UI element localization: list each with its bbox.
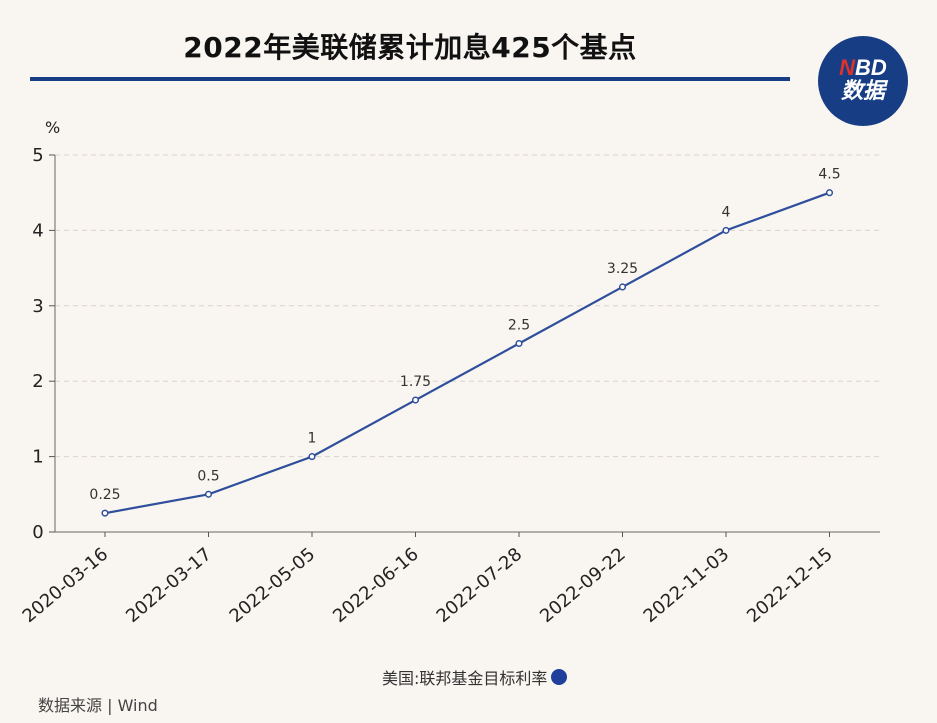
gridlines xyxy=(55,154,880,458)
data-point xyxy=(308,453,316,461)
y-tick-label: 1 xyxy=(32,447,43,468)
data-point xyxy=(204,490,213,498)
y-tick-label: 0 xyxy=(32,522,43,543)
x-tick-labels: 2020-03-16 2022-03-17 2022-05-05 2022-06-16… xyxy=(19,544,837,627)
x-tick-label: 2022-12-15 xyxy=(743,544,837,627)
y-axis-unit: % xyxy=(45,118,61,137)
axes xyxy=(49,154,880,537)
data-label: 1.75 xyxy=(400,374,431,390)
data-label: 3.25 xyxy=(607,261,638,277)
data-source: 数据来源 | Wind xyxy=(38,696,158,715)
data-label: 0.5 xyxy=(197,468,219,484)
data-label: 1 xyxy=(308,431,317,447)
x-tick-label: 2022-03-17 xyxy=(122,544,216,627)
logo-text-nbd: NBD xyxy=(839,55,887,80)
y-tick-label: 3 xyxy=(32,296,43,317)
x-tick-label: 2022-05-05 xyxy=(226,544,320,627)
data-point xyxy=(618,283,627,291)
x-tick-label: 2020-03-16 xyxy=(19,544,113,627)
data-labels: 0.25 0.5 1 1.75 2.5 3.25 4 4.5 xyxy=(89,167,840,503)
data-point xyxy=(722,226,730,234)
data-point xyxy=(515,339,523,348)
data-point xyxy=(825,189,834,197)
legend-marker xyxy=(551,669,568,685)
legend-label: 美国:联邦基金目标利率 xyxy=(382,669,548,688)
nbd-logo: NBD 数据 xyxy=(818,36,908,126)
series-line xyxy=(104,191,830,515)
y-tick-labels: 0 1 2 3 4 5 xyxy=(32,145,43,543)
data-label: 4.5 xyxy=(818,167,840,183)
data-label: 4 xyxy=(722,204,731,220)
data-label: 0.25 xyxy=(89,487,120,503)
legend: 美国:联邦基金目标利率 xyxy=(382,665,568,689)
y-tick-label: 4 xyxy=(32,220,43,241)
x-tick-label: 2022-07-28 xyxy=(433,544,527,627)
y-tick-label: 2 xyxy=(32,371,43,392)
series-layer xyxy=(101,189,834,517)
logo-text-shuju: 数据 xyxy=(840,79,885,104)
y-tick-label: 5 xyxy=(32,145,43,166)
data-label: 2.5 xyxy=(508,318,530,334)
data-point xyxy=(101,509,109,517)
title-underline xyxy=(30,77,790,81)
chart-title: 2022年美联储累计加息425个基点 xyxy=(183,31,637,64)
x-tick-label: 2022-11-03 xyxy=(640,544,734,627)
x-tick-label: 2022-06-16 xyxy=(329,544,423,627)
x-tick-label: 2022-09-22 xyxy=(536,544,630,627)
data-point xyxy=(411,396,420,404)
